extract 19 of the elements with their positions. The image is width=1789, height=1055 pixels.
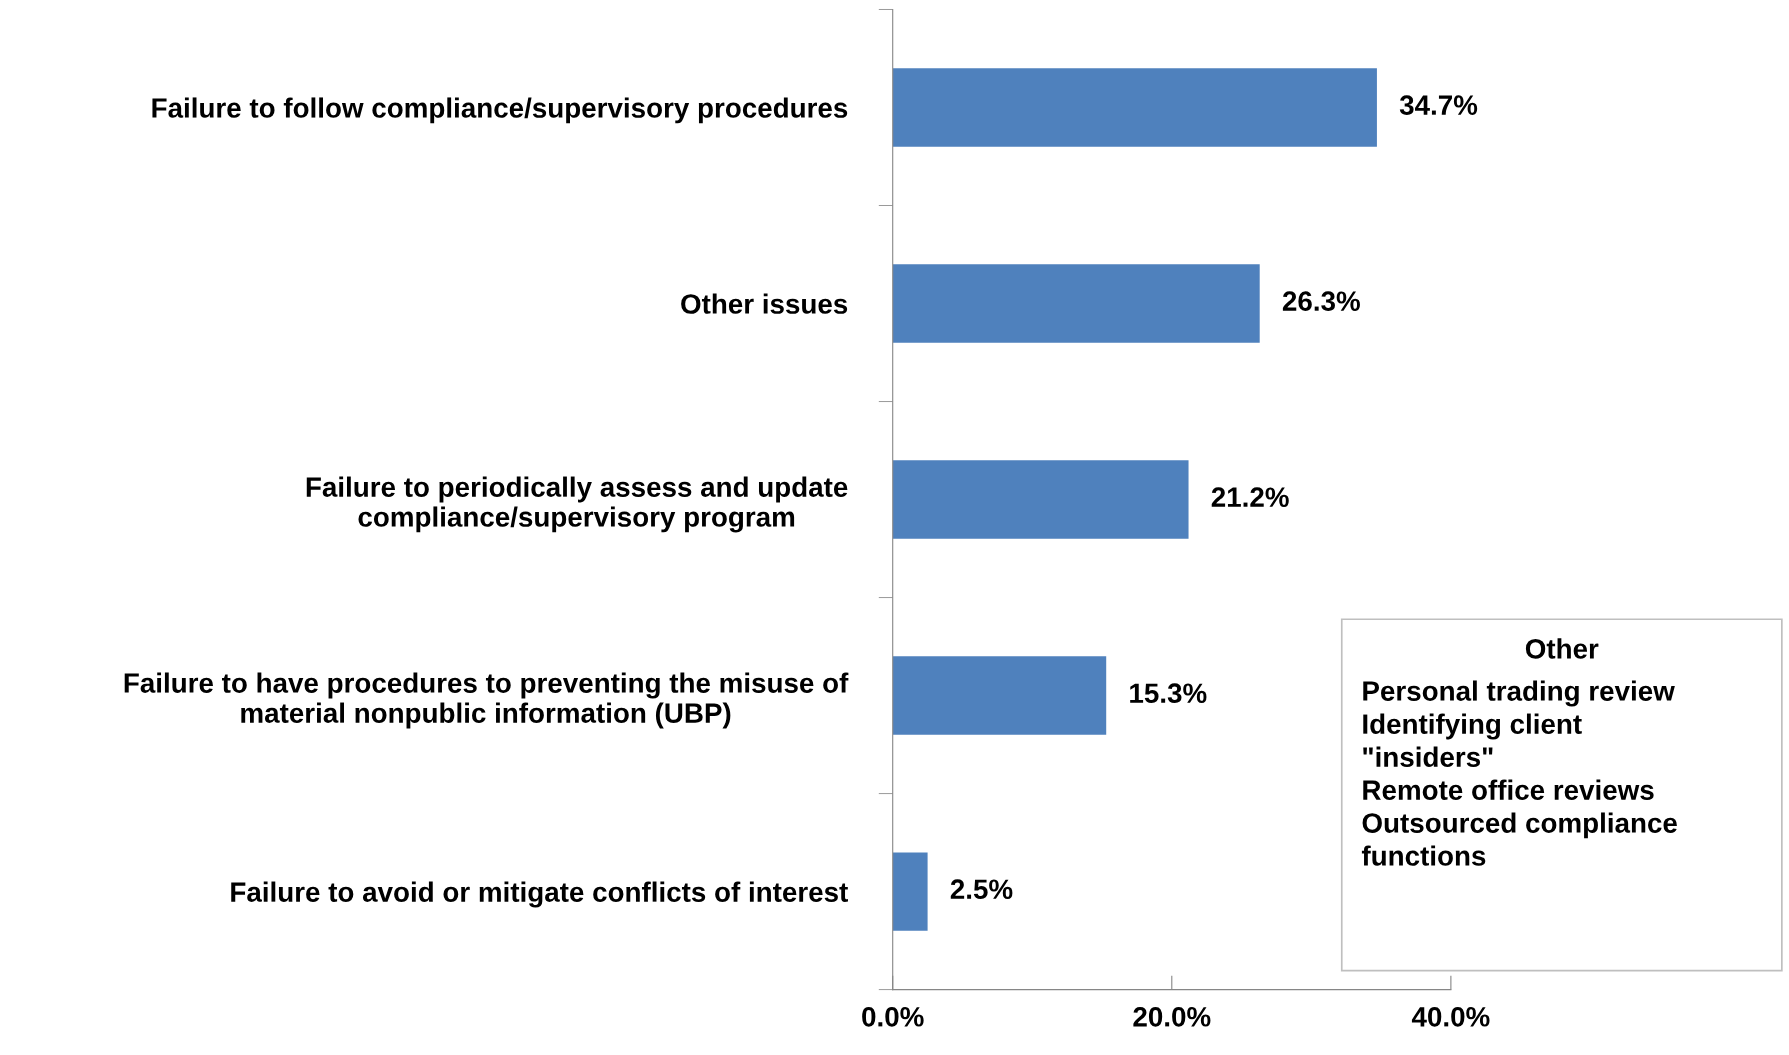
bar (892, 852, 928, 931)
y-tick-label: Failure to avoid or mitigate conflicts of interest (231, 881, 848, 908)
data-label: 2.5% (950, 879, 1013, 900)
annotation: Other Personal trading review Identifying client "insiders" Remote office reviews Outsourced compliance functions (1361, 638, 1677, 866)
x-tick-label: 20.0% (1133, 1006, 1211, 1027)
bar (892, 68, 1377, 147)
x-tick-label: 0.0% (862, 1006, 924, 1027)
bar (892, 656, 1107, 735)
data-label: 34.7% (1399, 95, 1478, 115)
data-label: 21.2% (1211, 487, 1289, 507)
y-tick-label: Failure to follow compliance/supervisory procedures (152, 97, 848, 124)
bar (892, 460, 1189, 539)
x-tick-label: 40.0% (1411, 1006, 1490, 1027)
y-tick-label: Failure to have procedures to preventing the misuse of material nonpublic information (UBP) (124, 672, 849, 729)
bar (892, 264, 1260, 343)
y-tick-label: Failure to periodically assess and update compliance/supervisory program (306, 476, 848, 533)
data-label: 26.3% (1282, 291, 1360, 312)
data-label: 15.3% (1130, 683, 1207, 704)
y-tick-label: Other issues (681, 293, 848, 314)
